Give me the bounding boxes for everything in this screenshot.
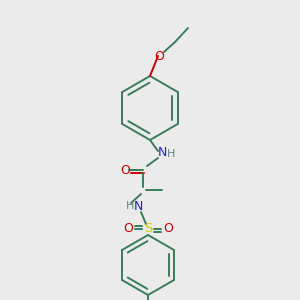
Text: H: H (126, 201, 134, 211)
Text: H: H (167, 149, 175, 159)
Text: O: O (123, 223, 133, 236)
Text: N: N (133, 200, 143, 214)
Text: N: N (157, 146, 167, 160)
Text: S: S (144, 223, 152, 236)
Text: O: O (154, 50, 164, 62)
Text: O: O (120, 164, 130, 176)
Text: O: O (163, 223, 173, 236)
